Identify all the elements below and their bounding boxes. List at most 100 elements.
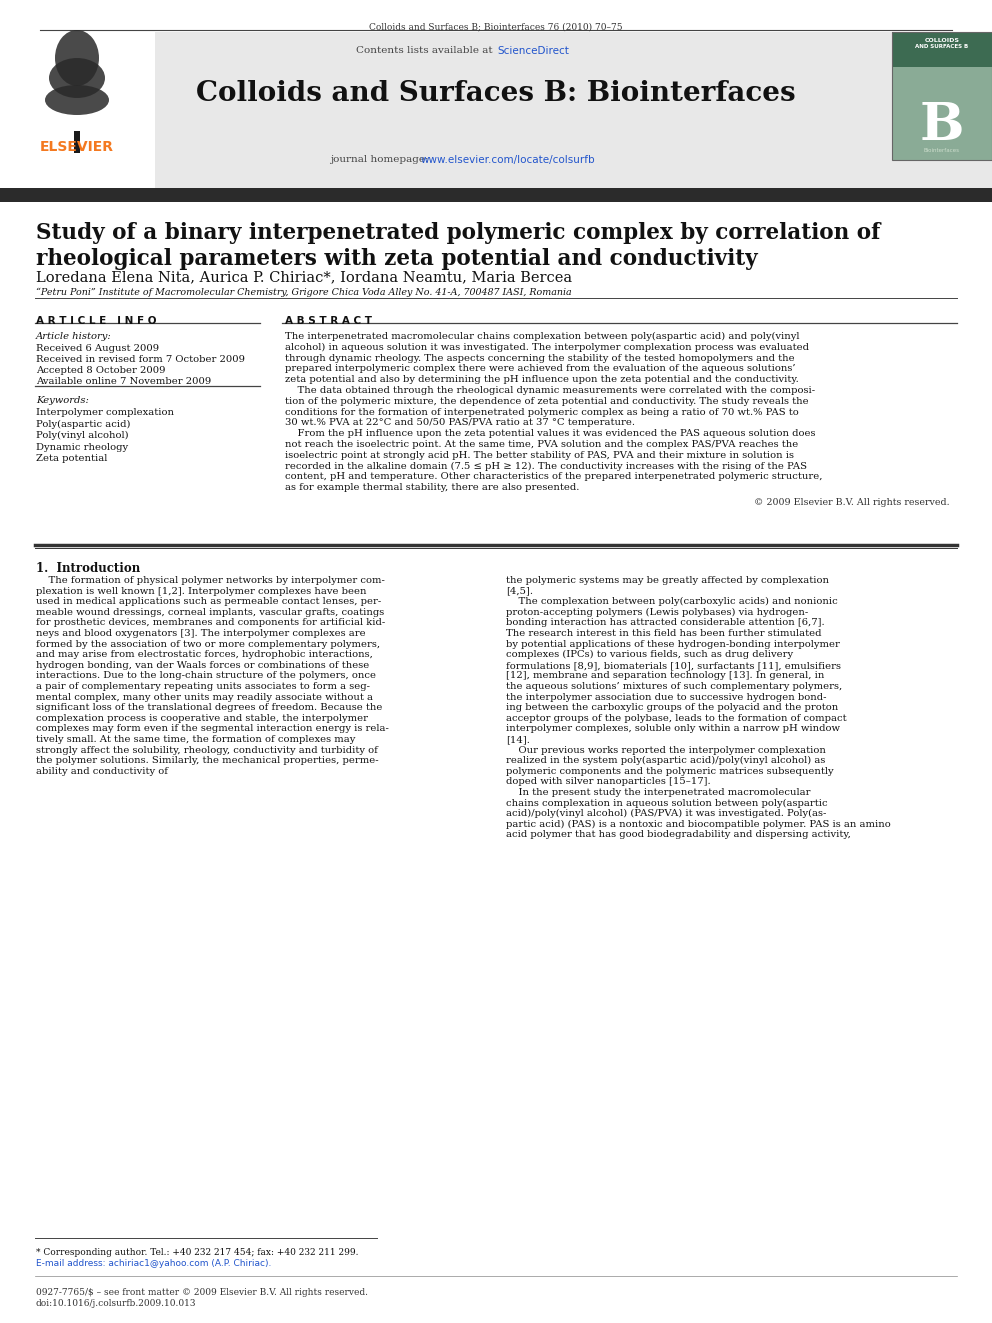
Text: ELSEVIER: ELSEVIER <box>40 140 114 153</box>
Text: alcohol) in aqueous solution it was investigated. The interpolymer complexation : alcohol) in aqueous solution it was inve… <box>285 343 809 352</box>
Ellipse shape <box>45 85 109 115</box>
Text: Study of a binary interpenetrated polymeric complex by correlation of: Study of a binary interpenetrated polyme… <box>36 222 880 243</box>
Text: From the pH influence upon the zeta potential values it was evidenced the PAS aq: From the pH influence upon the zeta pote… <box>285 429 815 438</box>
Text: polymeric components and the polymeric matrices subsequently: polymeric components and the polymeric m… <box>506 767 833 775</box>
Text: The interpenetrated macromolecular chains complexation between poly(aspartic aci: The interpenetrated macromolecular chain… <box>285 332 800 341</box>
Ellipse shape <box>49 58 105 98</box>
Text: A B S T R A C T: A B S T R A C T <box>285 316 372 325</box>
Text: recorded in the alkaline domain (7.5 ≤ pH ≥ 12). The conductivity increases with: recorded in the alkaline domain (7.5 ≤ p… <box>285 462 807 471</box>
Text: chains complexation in aqueous solution between poly(aspartic: chains complexation in aqueous solution … <box>506 799 827 808</box>
Text: the aqueous solutions’ mixtures of such complementary polymers,: the aqueous solutions’ mixtures of such … <box>506 681 842 691</box>
Text: Colloids and Surfaces B; Biointerfaces 76 (2010) 70–75: Colloids and Surfaces B; Biointerfaces 7… <box>369 22 623 30</box>
Text: the polymer solutions. Similarly, the mechanical properties, perme-: the polymer solutions. Similarly, the me… <box>36 757 379 765</box>
Text: content, pH and temperature. Other characteristics of the prepared interpenetrat: content, pH and temperature. Other chara… <box>285 472 822 482</box>
Text: COLLOIDS: COLLOIDS <box>925 38 959 44</box>
Text: AND SURFACES B: AND SURFACES B <box>916 44 968 49</box>
Text: realized in the system poly(aspartic acid)/poly(vinyl alcohol) as: realized in the system poly(aspartic aci… <box>506 757 825 765</box>
Text: formed by the association of two or more complementary polymers,: formed by the association of two or more… <box>36 639 380 648</box>
Text: rheological parameters with zeta potential and conductivity: rheological parameters with zeta potenti… <box>36 247 758 270</box>
Text: bonding interaction has attracted considerable attention [6,7].: bonding interaction has attracted consid… <box>506 618 824 627</box>
Text: Keywords:: Keywords: <box>36 396 89 405</box>
Text: Article history:: Article history: <box>36 332 112 341</box>
Text: complexes may form even if the segmental interaction energy is rela-: complexes may form even if the segmental… <box>36 725 389 733</box>
Text: interpolymer complexes, soluble only within a narrow pH window: interpolymer complexes, soluble only wit… <box>506 725 840 733</box>
Text: hydrogen bonding, van der Waals forces or combinations of these: hydrogen bonding, van der Waals forces o… <box>36 660 369 669</box>
Text: doi:10.1016/j.colsurfb.2009.10.013: doi:10.1016/j.colsurfb.2009.10.013 <box>36 1299 196 1308</box>
Bar <box>892 32 992 67</box>
Text: conditions for the formation of interpenetrated polymeric complex as being a rat: conditions for the formation of interpen… <box>285 407 799 417</box>
Text: Loredana Elena Nita, Aurica P. Chiriac*, Iordana Neamtu, Maria Bercea: Loredana Elena Nita, Aurica P. Chiriac*,… <box>36 270 572 284</box>
Text: 0927-7765/$ – see front matter © 2009 Elsevier B.V. All rights reserved.: 0927-7765/$ – see front matter © 2009 El… <box>36 1289 368 1297</box>
Text: Zeta potential: Zeta potential <box>36 454 107 463</box>
Text: and may arise from electrostatic forces, hydrophobic interactions,: and may arise from electrostatic forces,… <box>36 650 373 659</box>
Text: Colloids and Surfaces B: Biointerfaces: Colloids and Surfaces B: Biointerfaces <box>196 79 796 107</box>
Text: Poly(vinyl alcohol): Poly(vinyl alcohol) <box>36 431 129 441</box>
Text: [12], membrane and separation technology [13]. In general, in: [12], membrane and separation technology… <box>506 671 824 680</box>
Text: In the present study the interpenetrated macromolecular: In the present study the interpenetrated… <box>506 789 810 796</box>
Text: The research interest in this field has been further stimulated: The research interest in this field has … <box>506 628 821 638</box>
Text: plexation is well known [1,2]. Interpolymer complexes have been: plexation is well known [1,2]. Interpoly… <box>36 586 366 595</box>
Bar <box>0 32 155 188</box>
Bar <box>892 32 992 160</box>
Text: formulations [8,9], biomaterials [10], surfactants [11], emulsifiers: formulations [8,9], biomaterials [10], s… <box>506 660 841 669</box>
Text: partic acid) (PAS) is a nontoxic and biocompatible polymer. PAS is an amino: partic acid) (PAS) is a nontoxic and bio… <box>506 820 891 830</box>
Text: tively small. At the same time, the formation of complexes may: tively small. At the same time, the form… <box>36 736 355 744</box>
Text: interactions. Due to the long-chain structure of the polymers, once: interactions. Due to the long-chain stru… <box>36 671 376 680</box>
Text: A R T I C L E   I N F O: A R T I C L E I N F O <box>36 316 157 325</box>
Text: significant loss of the translational degrees of freedom. Because the: significant loss of the translational de… <box>36 704 382 712</box>
Text: The complexation between poly(carboxylic acids) and nonionic: The complexation between poly(carboxylic… <box>506 597 838 606</box>
Text: www.elsevier.com/locate/colsurfb: www.elsevier.com/locate/colsurfb <box>421 155 595 165</box>
Bar <box>0 32 992 188</box>
Text: Poly(aspartic acid): Poly(aspartic acid) <box>36 419 131 429</box>
Text: [4,5].: [4,5]. <box>506 586 533 595</box>
Text: [14].: [14]. <box>506 736 530 744</box>
Text: Received 6 August 2009: Received 6 August 2009 <box>36 344 159 353</box>
Text: used in medical applications such as permeable contact lenses, per-: used in medical applications such as per… <box>36 597 381 606</box>
Text: Contents lists available at: Contents lists available at <box>356 46 496 56</box>
Text: complexation process is cooperative and stable, the interpolymer: complexation process is cooperative and … <box>36 714 368 722</box>
Text: * Corresponding author. Tel.: +40 232 217 454; fax: +40 232 211 299.: * Corresponding author. Tel.: +40 232 21… <box>36 1248 358 1257</box>
Text: zeta potential and also by determining the pH influence upon the zeta potential : zeta potential and also by determining t… <box>285 376 799 384</box>
Text: ScienceDirect: ScienceDirect <box>497 46 568 56</box>
Text: Received in revised form 7 October 2009: Received in revised form 7 October 2009 <box>36 355 245 364</box>
Text: doped with silver nanoparticles [15–17].: doped with silver nanoparticles [15–17]. <box>506 778 710 786</box>
Text: ability and conductivity of: ability and conductivity of <box>36 767 168 775</box>
Text: Interpolymer complexation: Interpolymer complexation <box>36 407 174 417</box>
Text: journal homepage:: journal homepage: <box>330 155 432 164</box>
Text: Accepted 8 October 2009: Accepted 8 October 2009 <box>36 366 166 374</box>
Text: isoelectric point at strongly acid pH. The better stability of PAS, PVA and thei: isoelectric point at strongly acid pH. T… <box>285 451 794 460</box>
Text: Available online 7 November 2009: Available online 7 November 2009 <box>36 377 211 386</box>
Text: complexes (IPCs) to various fields, such as drug delivery: complexes (IPCs) to various fields, such… <box>506 650 794 659</box>
Text: through dynamic rheology. The aspects concerning the stability of the tested hom: through dynamic rheology. The aspects co… <box>285 353 795 363</box>
Text: 30 wt.% PVA at 22°C and 50/50 PAS/PVA ratio at 37 °C temperature.: 30 wt.% PVA at 22°C and 50/50 PAS/PVA ra… <box>285 418 635 427</box>
Bar <box>892 32 992 160</box>
Text: the interpolymer association due to successive hydrogen bond-: the interpolymer association due to succ… <box>506 693 826 701</box>
Ellipse shape <box>55 30 99 86</box>
Text: prepared interpolymeric complex there were achieved from the evaluation of the a: prepared interpolymeric complex there we… <box>285 364 796 373</box>
Text: meable wound dressings, corneal implants, vascular grafts, coatings: meable wound dressings, corneal implants… <box>36 607 384 617</box>
Text: the polymeric systems may be greatly affected by complexation: the polymeric systems may be greatly aff… <box>506 576 829 585</box>
Text: for prosthetic devices, membranes and components for artificial kid-: for prosthetic devices, membranes and co… <box>36 618 385 627</box>
Text: not reach the isoelectric point. At the same time, PVA solution and the complex : not reach the isoelectric point. At the … <box>285 441 799 448</box>
Text: by potential applications of these hydrogen-bonding interpolymer: by potential applications of these hydro… <box>506 639 840 648</box>
Text: The formation of physical polymer networks by interpolymer com-: The formation of physical polymer networ… <box>36 576 385 585</box>
Text: “Petru Poni” Institute of Macromolecular Chemistry, Grigore Chica Voda Alley No.: “Petru Poni” Institute of Macromolecular… <box>36 288 571 298</box>
Text: strongly affect the solubility, rheology, conductivity and turbidity of: strongly affect the solubility, rheology… <box>36 746 378 754</box>
Text: B: B <box>920 101 964 151</box>
Bar <box>0 188 992 202</box>
Text: as for example thermal stability, there are also presented.: as for example thermal stability, there … <box>285 483 579 492</box>
Bar <box>74 131 80 153</box>
Text: acid polymer that has good biodegradability and dispersing activity,: acid polymer that has good biodegradabil… <box>506 831 851 839</box>
Text: a pair of complementary repeating units associates to form a seg-: a pair of complementary repeating units … <box>36 681 370 691</box>
Text: Our previous works reported the interpolymer complexation: Our previous works reported the interpol… <box>506 746 826 754</box>
Text: Dynamic rheology: Dynamic rheology <box>36 442 128 451</box>
Text: acceptor groups of the polybase, leads to the formation of compact: acceptor groups of the polybase, leads t… <box>506 714 846 722</box>
Text: proton-accepting polymers (Lewis polybases) via hydrogen-: proton-accepting polymers (Lewis polybas… <box>506 607 808 617</box>
Text: tion of the polymeric mixture, the dependence of zeta potential and conductivity: tion of the polymeric mixture, the depen… <box>285 397 808 406</box>
Text: Biointerfaces: Biointerfaces <box>924 148 960 153</box>
Text: 1.  Introduction: 1. Introduction <box>36 562 140 576</box>
Text: © 2009 Elsevier B.V. All rights reserved.: © 2009 Elsevier B.V. All rights reserved… <box>754 497 950 507</box>
Text: The data obtained through the rheological dynamic measurements were correlated w: The data obtained through the rheologica… <box>285 386 815 396</box>
Text: neys and blood oxygenators [3]. The interpolymer complexes are: neys and blood oxygenators [3]. The inte… <box>36 628 366 638</box>
Text: E-mail address: achiriac1@yahoo.com (A.P. Chiriac).: E-mail address: achiriac1@yahoo.com (A.P… <box>36 1259 272 1267</box>
